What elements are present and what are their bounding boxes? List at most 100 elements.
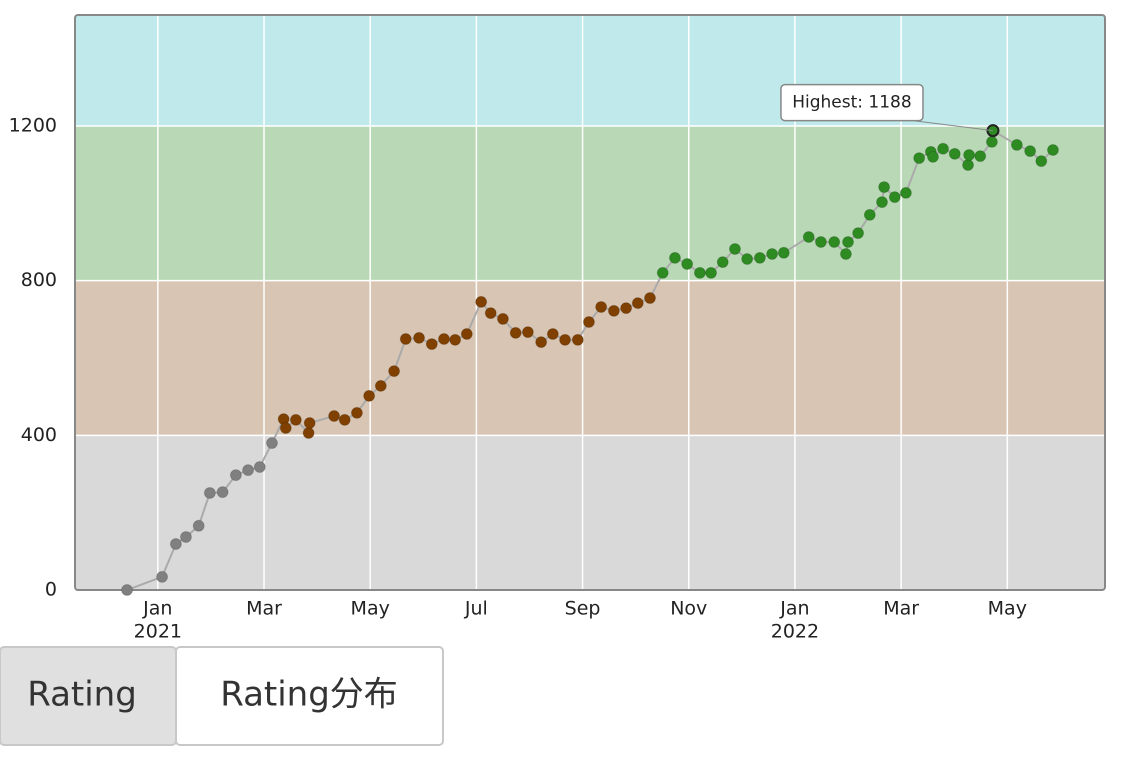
rating-point <box>926 150 939 163</box>
x-tick-label: Mar <box>883 598 919 620</box>
rating-point <box>681 258 694 271</box>
x-tick-label: Jan <box>779 598 809 620</box>
rating-point <box>216 486 229 499</box>
y-tick-label: 800 <box>21 269 57 291</box>
rating-point <box>852 227 865 240</box>
y-tick-label: 1200 <box>9 114 57 136</box>
rating-point <box>716 256 729 269</box>
rating-point <box>535 336 548 349</box>
rating-point <box>328 409 341 422</box>
rating-point <box>974 150 987 163</box>
x-tick-label: May <box>988 598 1027 620</box>
annotation-box <box>780 83 924 122</box>
rating-point <box>521 326 534 339</box>
x-tick-label: Mar <box>246 598 282 620</box>
annotation-leader <box>912 120 994 132</box>
rating-point <box>963 148 976 161</box>
rating-point <box>1010 138 1023 151</box>
x-tick-year: 2021 <box>134 621 182 643</box>
rating-point <box>985 135 998 148</box>
rating-point <box>425 338 438 351</box>
rating-point <box>777 246 790 259</box>
rating-point <box>388 365 401 378</box>
rating-point <box>595 300 608 313</box>
rating-point <box>582 316 595 329</box>
rating-point <box>607 304 620 317</box>
x-tick-label: Nov <box>670 598 707 620</box>
rating-point <box>937 142 950 155</box>
rating-point <box>460 328 473 341</box>
rating-point <box>279 421 292 434</box>
rating-point <box>571 333 584 346</box>
rating-point <box>878 181 891 194</box>
rating-point <box>484 307 497 320</box>
rating-point <box>546 328 559 341</box>
rating-point <box>449 333 462 346</box>
rating-point <box>253 461 266 474</box>
rating-point <box>363 389 376 402</box>
rating-band <box>75 280 1105 436</box>
rating-point <box>413 331 426 344</box>
rating-point <box>179 531 192 544</box>
rating-point <box>1035 155 1048 168</box>
rating-point <box>559 333 572 346</box>
x-tick-label: Jan <box>142 598 172 620</box>
rating-point <box>842 235 855 248</box>
rating-point <box>229 469 242 482</box>
x-tick-label: Jul <box>464 598 488 620</box>
rating-point <box>475 295 488 308</box>
rating-point <box>802 230 815 243</box>
rating-point <box>1024 145 1037 158</box>
rating-point <box>863 208 876 221</box>
tab[interactable] <box>175 646 444 746</box>
y-tick-label: 0 <box>45 579 57 601</box>
x-tick-label: May <box>351 598 390 620</box>
x-tick-year: 2022 <box>771 621 819 643</box>
tab-label[interactable]: Rating分布 <box>220 675 398 715</box>
rating-point <box>741 252 754 265</box>
rating-point <box>766 247 779 260</box>
rating-point <box>496 312 509 325</box>
rating-point <box>705 266 718 279</box>
rating-point <box>728 242 741 255</box>
rating-point <box>631 297 644 310</box>
rating-point <box>338 413 351 426</box>
plot-border <box>74 14 1106 591</box>
rating-point <box>668 251 681 264</box>
rating-point <box>302 427 315 440</box>
rating-point <box>192 519 205 532</box>
rating-point <box>620 302 633 315</box>
rating-point <box>169 537 182 550</box>
rating-point <box>913 152 926 165</box>
annotation: Highest: 1188 <box>792 93 911 113</box>
rating-point <box>962 159 975 172</box>
rating-band <box>75 15 1105 126</box>
rating-point <box>1046 143 1059 156</box>
rating-point <box>899 186 912 199</box>
rating-band <box>75 435 1105 590</box>
rating-point <box>876 196 889 209</box>
rating-point <box>156 570 169 583</box>
rating-point <box>437 333 450 346</box>
rating-point <box>753 251 766 264</box>
rating-point <box>303 416 316 429</box>
rating-point <box>828 235 841 248</box>
rating-point <box>289 413 302 426</box>
rating-point <box>839 247 852 260</box>
rating-point <box>374 379 387 392</box>
rating-point <box>656 266 669 279</box>
rating-band <box>75 125 1105 281</box>
rating-point <box>509 326 522 339</box>
rating-point <box>121 584 134 596</box>
rating-point <box>888 191 901 204</box>
rating-point <box>265 437 278 450</box>
rating-point <box>643 292 656 305</box>
rating-point <box>814 235 827 248</box>
rating-point <box>350 406 363 419</box>
rating-point <box>242 464 255 477</box>
y-tick-label: 400 <box>21 424 57 446</box>
rating-point <box>948 147 961 160</box>
rating-point <box>203 486 216 499</box>
tab-label[interactable]: Rating <box>27 675 137 715</box>
x-tick-label: Sep <box>565 598 601 620</box>
